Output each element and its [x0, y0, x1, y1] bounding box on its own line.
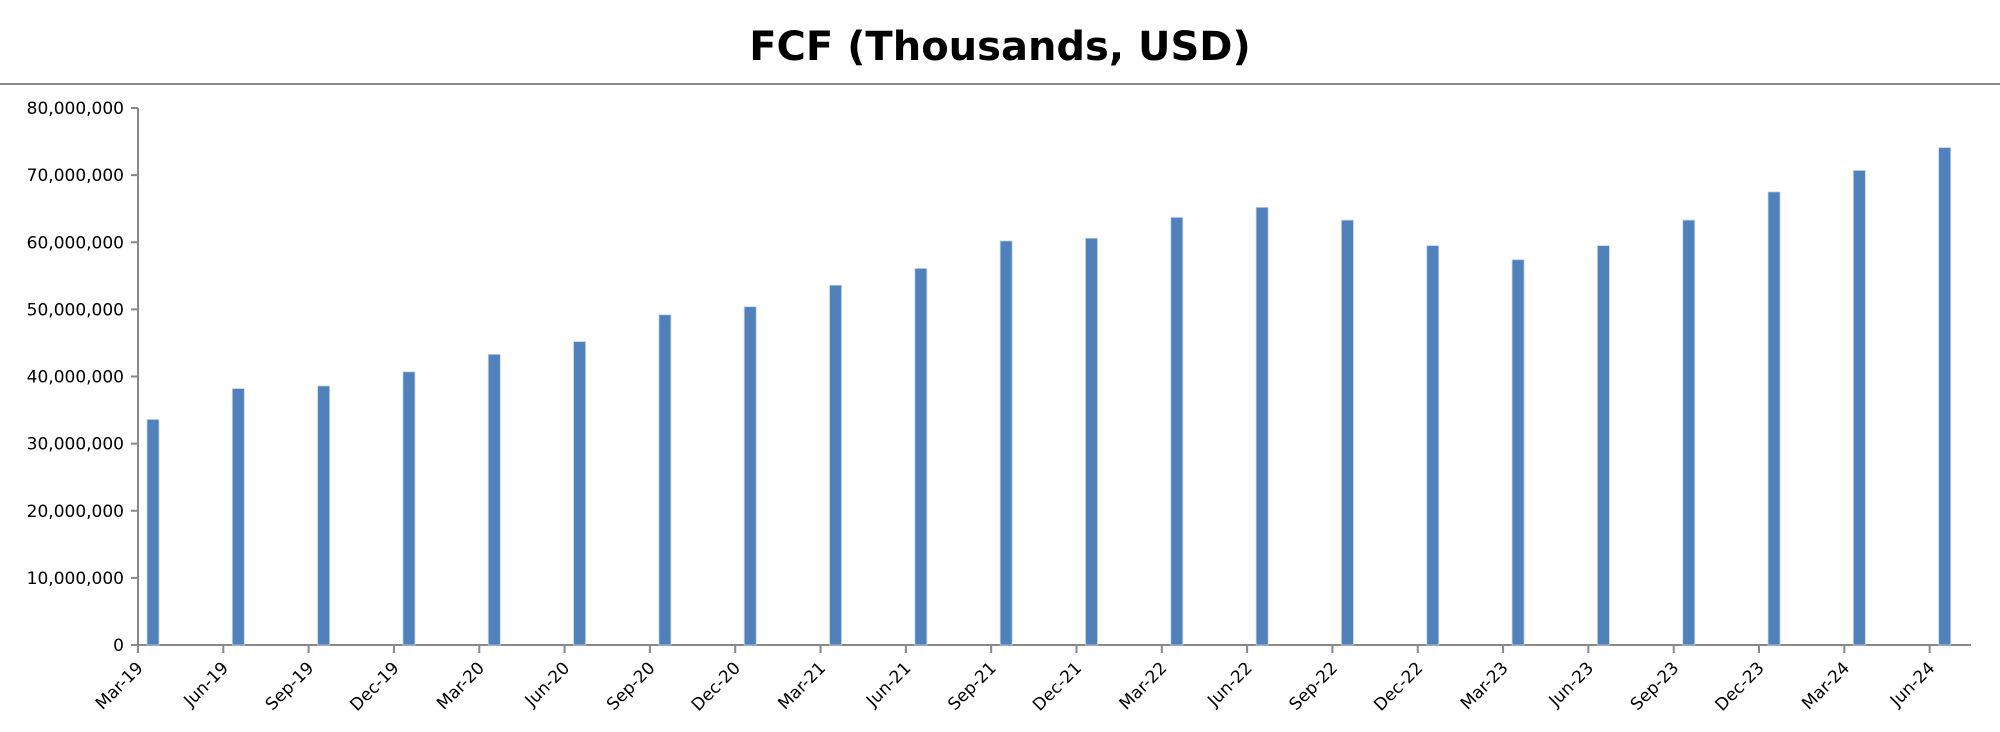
bar-dec-23 [1767, 191, 1781, 646]
x-tick-label: Sep-23 [1627, 658, 1683, 714]
y-tick-label: 10,000,000 [27, 569, 124, 589]
y-tick-label: 60,000,000 [27, 233, 124, 253]
bar-jun-23 [1597, 245, 1610, 646]
x-axis: Mar-19 Jun-19 Sep-19 Dec-19 Mar-20 Jun-20 Sep-… [92, 644, 1971, 715]
x-tick-label: Sep-20 [603, 658, 659, 714]
x-tick-label: Jun-23 [1545, 658, 1598, 711]
chart-title: FCF (Thousands, USD) [749, 24, 1251, 70]
bar-jun-20 [573, 341, 586, 646]
bar-jun-24 [1938, 147, 1952, 646]
x-tick-label: Jun-20 [521, 658, 574, 711]
x-tick-label: Mar-21 [774, 658, 830, 714]
bar-mar-20 [487, 353, 501, 646]
bar-dec-19 [402, 371, 416, 646]
x-tick-label: Sep-19 [262, 658, 318, 714]
y-tick-label: 80,000,000 [27, 99, 124, 119]
x-tick-label: Dec-19 [346, 658, 403, 715]
y-tick-label: 0 [113, 636, 124, 656]
x-tick-label: Mar-19 [92, 658, 148, 714]
bar-mar-19 [146, 419, 160, 646]
x-tick-label: Jun-21 [862, 658, 915, 711]
bar-mar-22 [1170, 217, 1184, 646]
x-tick-label: Dec-21 [1029, 658, 1086, 715]
y-tick-label: 30,000,000 [27, 435, 124, 455]
x-tick-label: Mar-23 [1457, 658, 1513, 714]
x-tick-label: Sep-22 [1286, 658, 1342, 714]
bar-dec-21 [1085, 237, 1098, 646]
bar-sep-19 [317, 385, 331, 646]
x-tick-label: Dec-23 [1712, 658, 1769, 715]
y-tick-label: 20,000,000 [27, 502, 124, 522]
y-tick-label: 70,000,000 [27, 166, 124, 186]
x-tick-label: Mar-24 [1798, 658, 1854, 714]
bar-sep-21 [999, 240, 1013, 646]
x-tick-label: Mar-20 [433, 658, 489, 714]
x-tick-label: Jun-24 [1886, 658, 1939, 711]
bar-dec-22 [1426, 245, 1440, 646]
x-tick-label: Sep-21 [944, 658, 1000, 714]
bar-mar-21 [829, 284, 842, 646]
y-axis: 0 10,000,000 20,000,000 30,000,000 40,000,00… [27, 99, 139, 656]
x-tick-label: Dec-20 [688, 658, 745, 715]
y-tick-label: 50,000,000 [27, 300, 124, 320]
x-tick-label: Jun-19 [180, 658, 233, 711]
bars [146, 147, 1952, 646]
bar-jun-21 [914, 268, 928, 646]
bar-mar-24 [1852, 170, 1866, 646]
bar-jun-19 [231, 388, 245, 646]
bar-sep-22 [1341, 219, 1354, 646]
bar-sep-23 [1682, 219, 1696, 646]
bar-sep-20 [658, 314, 672, 646]
bar-mar-23 [1511, 259, 1525, 646]
bar-dec-20 [743, 306, 757, 646]
x-tick-label: Dec-22 [1370, 658, 1427, 715]
x-tick-label: Jun-22 [1203, 658, 1256, 711]
y-tick-label: 40,000,000 [27, 368, 124, 388]
x-tick-label: Mar-22 [1116, 658, 1172, 714]
bar-jun-22 [1255, 206, 1269, 646]
